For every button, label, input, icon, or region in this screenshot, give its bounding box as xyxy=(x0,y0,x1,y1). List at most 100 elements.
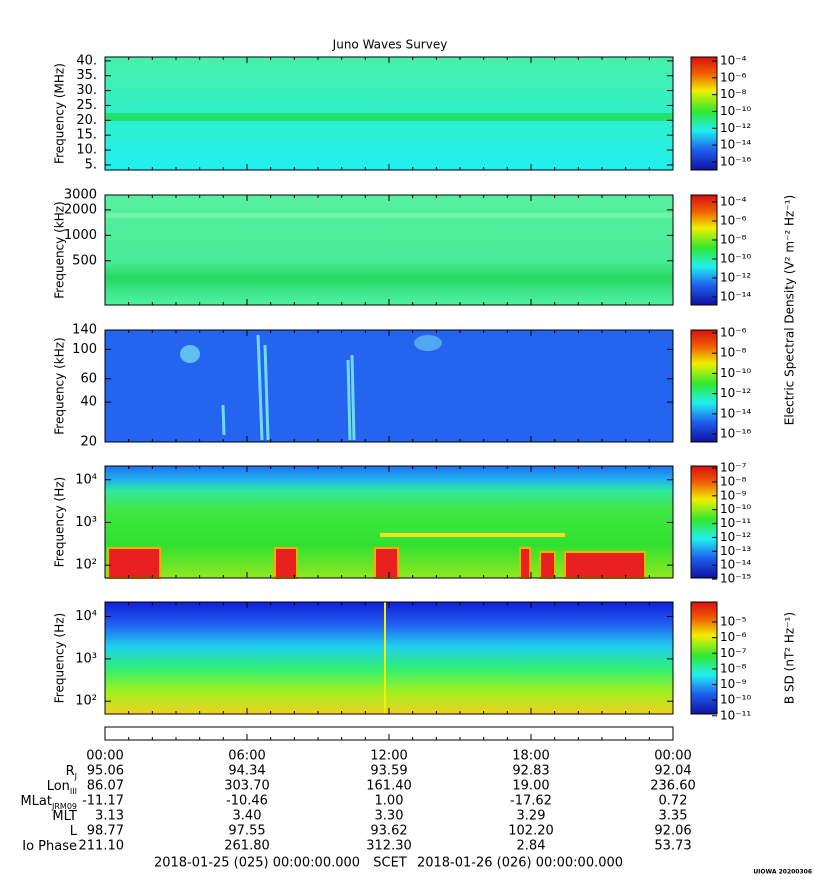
colorbar-tick-label: 10⁻⁹ xyxy=(720,677,747,691)
panel-image xyxy=(221,334,356,441)
ephemeris-value: -11.17 xyxy=(82,794,124,809)
time-tick-label: 06:00 xyxy=(228,749,265,764)
time-tick-label: 12:00 xyxy=(370,749,407,764)
y-tick-label: 10³ xyxy=(75,651,97,666)
ephemeris-label-main: Io Phase xyxy=(22,839,77,854)
ephemeris-value: 19.00 xyxy=(512,779,549,794)
colorbar-tick-label: 10⁻¹¹ xyxy=(720,708,751,722)
stamp: UIOWA 20200306 xyxy=(753,869,812,876)
footer-text: SCET xyxy=(373,856,407,871)
ephemeris-value: 211.10 xyxy=(79,839,125,854)
colorbar-tick-label: 10⁻¹⁰ xyxy=(720,502,751,516)
y-axis-label: Frequency (Hz) xyxy=(53,613,67,704)
ephemeris-value: 86.07 xyxy=(87,779,124,794)
colorbar-tick-label: 10⁻¹² xyxy=(720,270,751,284)
ephemeris-value: -10.46 xyxy=(226,794,268,809)
y-tick-label: 25. xyxy=(76,98,97,113)
panel-image xyxy=(414,335,442,351)
panel-image xyxy=(380,533,565,537)
colorbar-tick-label: 10⁻⁶ xyxy=(720,630,747,644)
colorbar-tick-label: 10⁻¹³ xyxy=(720,544,751,558)
panel-image xyxy=(105,213,673,218)
ephemeris-value: 92.04 xyxy=(654,764,691,779)
colorbar-tick-label: 10⁻⁷ xyxy=(720,646,747,660)
colorbar-tick-label: 10⁻⁸ xyxy=(720,661,747,675)
y-tick-label: 40. xyxy=(76,53,97,68)
ephemeris-label: LonIII xyxy=(47,779,77,796)
y-tick-label: 10³ xyxy=(75,515,97,530)
ephemeris-value: 92.06 xyxy=(654,824,691,839)
ephemeris-value: 161.40 xyxy=(366,779,412,794)
y-tick-label: 5. xyxy=(85,157,97,172)
colorbar-tick-label: 10⁻¹⁶ xyxy=(720,154,751,168)
colorbar-tick-label: 10⁻¹² xyxy=(720,386,751,400)
ephemeris-label-main: R xyxy=(66,764,75,779)
panel-image xyxy=(180,345,200,363)
ephemeris-value: 236.60 xyxy=(650,779,696,794)
ephemeris-value: 3.29 xyxy=(517,809,546,824)
ephemeris-value: 92.83 xyxy=(512,764,549,779)
ephemeris-value: 93.62 xyxy=(370,824,407,839)
colorbar-tick-label: 10⁻¹⁴ xyxy=(720,138,751,152)
colorbar-tick-label: 10⁻⁸ xyxy=(720,346,747,360)
colorbar-tick-label: 10⁻¹⁰ xyxy=(720,366,751,380)
y-tick-label: 10² xyxy=(75,694,97,709)
colorbar-tick-label: 10⁻¹² xyxy=(720,121,751,135)
y-tick-label: 10⁴ xyxy=(75,472,97,487)
colorbar-tick-label: 10⁻¹⁰ xyxy=(720,104,751,118)
ephemeris-label-sub: III xyxy=(70,787,77,796)
colorbar-label: B SD (nT² Hz⁻¹) xyxy=(783,612,797,704)
ephemeris-label-sub: J xyxy=(74,772,77,781)
panel-image xyxy=(105,602,673,714)
ephemeris-value: -17.62 xyxy=(510,794,552,809)
y-tick-label: 3000 xyxy=(64,188,97,203)
ephemeris-value: 303.70 xyxy=(224,779,270,794)
y-axis-label: Frequency (MHz) xyxy=(53,63,67,164)
ephemeris-label-sub: JRM09 xyxy=(51,802,77,811)
y-tick-label: 140 xyxy=(72,323,97,338)
colorbar-tick-label: 10⁻¹⁴ xyxy=(720,289,751,303)
ephemeris-value: 3.40 xyxy=(233,809,262,824)
colorbar xyxy=(690,56,718,171)
ephemeris-value: 94.34 xyxy=(228,764,265,779)
ephemeris-label-main: MLat xyxy=(20,794,52,809)
ephemeris-value: 102.20 xyxy=(508,824,554,839)
footer-text: 2018-01-25 (025) 00:00:00.000 xyxy=(154,856,360,871)
y-tick-label: 10. xyxy=(76,143,97,158)
ephemeris-value: 2.84 xyxy=(517,839,546,854)
ephemeris-label-main: L xyxy=(70,824,78,839)
y-tick-label: 10⁴ xyxy=(75,609,97,624)
ephemeris-value: 93.59 xyxy=(370,764,407,779)
colorbar xyxy=(690,194,718,306)
ephemeris-value: 97.55 xyxy=(228,824,265,839)
panel-image xyxy=(107,547,646,579)
ephemeris-value: 3.13 xyxy=(95,809,124,824)
ephemeris-label: L xyxy=(70,824,78,839)
colorbar-tick-label: 10⁻⁸ xyxy=(720,232,747,246)
colorbar-tick-label: 10⁻¹⁶ xyxy=(720,426,751,440)
y-tick-label: 500 xyxy=(72,253,97,268)
ephemeris-label: MLT xyxy=(52,809,77,824)
colorbar-tick-label: 10⁻⁸ xyxy=(720,474,747,488)
y-tick-label: 100 xyxy=(72,342,97,357)
colorbar-tick-label: 10⁻¹⁰ xyxy=(720,693,751,707)
colorbar-tick-label: 10⁻¹¹ xyxy=(720,516,751,530)
y-axis-label: Frequency (Hz) xyxy=(53,477,67,568)
y-tick-label: 10² xyxy=(75,558,97,573)
ephemeris-value: 3.35 xyxy=(659,809,688,824)
colorbar-tick-label: 10⁻⁶ xyxy=(720,326,747,340)
colorbar-tick-label: 10⁻¹⁴ xyxy=(720,406,751,420)
colorbar-tick-label: 10⁻⁹ xyxy=(720,488,747,502)
y-axis-label: Frequency (kHz) xyxy=(53,337,67,434)
panel-image xyxy=(105,330,673,442)
ephemeris-label: Io Phase xyxy=(22,839,77,854)
y-tick-label: 40 xyxy=(80,395,97,410)
ephemeris-value: 1.00 xyxy=(375,794,404,809)
colorbar-tick-label: 10⁻⁴ xyxy=(720,195,747,209)
colorbar-label: Electric Spectral Density (V² m⁻² Hz⁻¹) xyxy=(783,195,797,425)
ephemeris-value: 0.72 xyxy=(659,794,688,809)
panel-image xyxy=(105,113,673,121)
ephemeris-value: 53.73 xyxy=(654,839,691,854)
